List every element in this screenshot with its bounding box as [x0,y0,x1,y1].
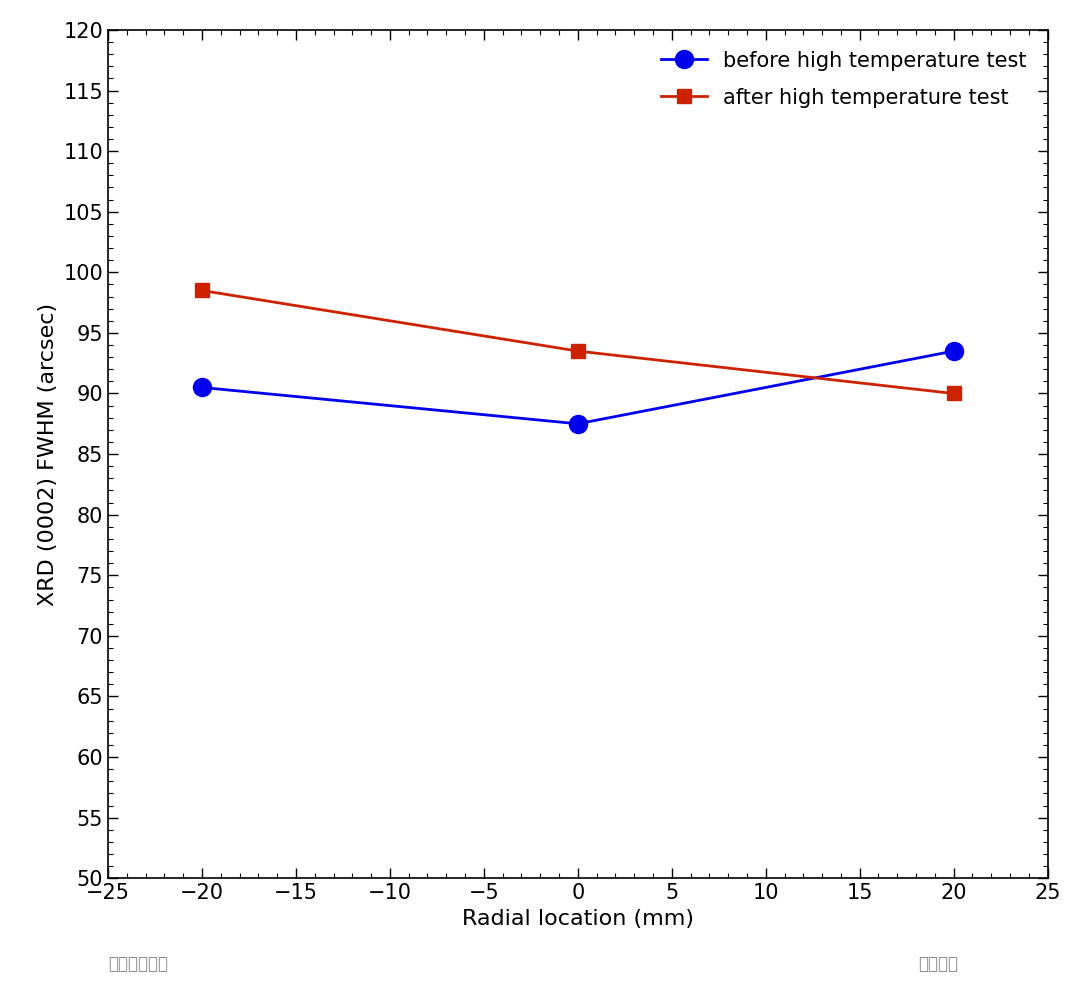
Text: 奥趋光电: 奥趋光电 [918,955,958,973]
Line: before high temperature test: before high temperature test [193,342,962,433]
after high temperature test [195,284,208,296]
before high temperature test [571,418,584,430]
after high temperature test [947,387,960,399]
before high temperature test [947,345,960,357]
Line: after high temperature test: after high temperature test [195,283,960,400]
Y-axis label: XRD (0002) FWHM (arcsec): XRD (0002) FWHM (arcsec) [38,302,58,606]
Legend: before high temperature test, after high temperature test: before high temperature test, after high… [650,40,1037,119]
before high temperature test [195,381,208,393]
X-axis label: Radial location (mm): Radial location (mm) [462,908,693,929]
after high temperature test [571,345,584,357]
Text: 艾邦半导体网: 艾邦半导体网 [108,955,168,973]
